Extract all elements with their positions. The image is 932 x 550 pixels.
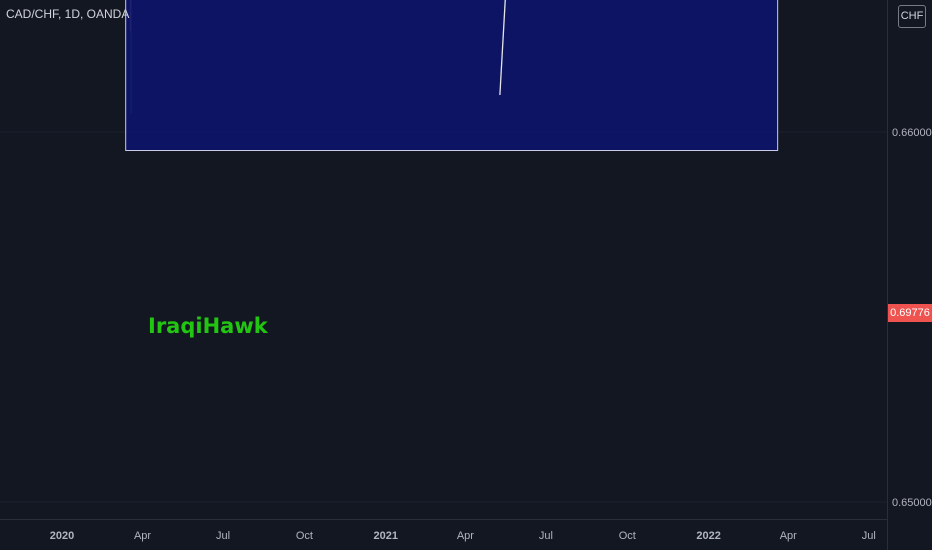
price-tick-label: 0.65000 xyxy=(892,497,932,509)
time-tick-label: 2022 xyxy=(696,530,720,542)
price-axis[interactable]: 0.760000.750000.740000.730000.720000.710… xyxy=(892,0,932,509)
time-axis[interactable]: 2020 Apr Jul Oct 2021 Apr Jul Oct 2022 Apr Jul xyxy=(50,530,876,542)
time-tick-label: Jul xyxy=(216,530,230,542)
time-tick-label: Oct xyxy=(619,530,636,542)
watermark-text: IraqiHawk xyxy=(148,314,269,338)
time-tick-label: Jul xyxy=(862,530,876,542)
last-price-label: 0.69776 xyxy=(888,304,932,322)
time-tick-label: 2020 xyxy=(50,530,74,542)
time-tick-label: Apr xyxy=(457,530,474,542)
time-tick-label: Apr xyxy=(780,530,797,542)
time-tick-label: Oct xyxy=(296,530,313,542)
time-tick-label: Apr xyxy=(134,530,151,542)
time-tick-label: 2021 xyxy=(374,530,398,542)
currency-button[interactable]: CHF xyxy=(898,5,926,28)
demand-zone[interactable] xyxy=(125,0,779,151)
symbol-title: CAD/CHF, 1D, OANDA xyxy=(6,7,130,21)
price-tick-label: 0.66000 xyxy=(892,127,932,139)
demand-zones[interactable] xyxy=(125,0,779,151)
time-tick-label: Jul xyxy=(539,530,553,542)
